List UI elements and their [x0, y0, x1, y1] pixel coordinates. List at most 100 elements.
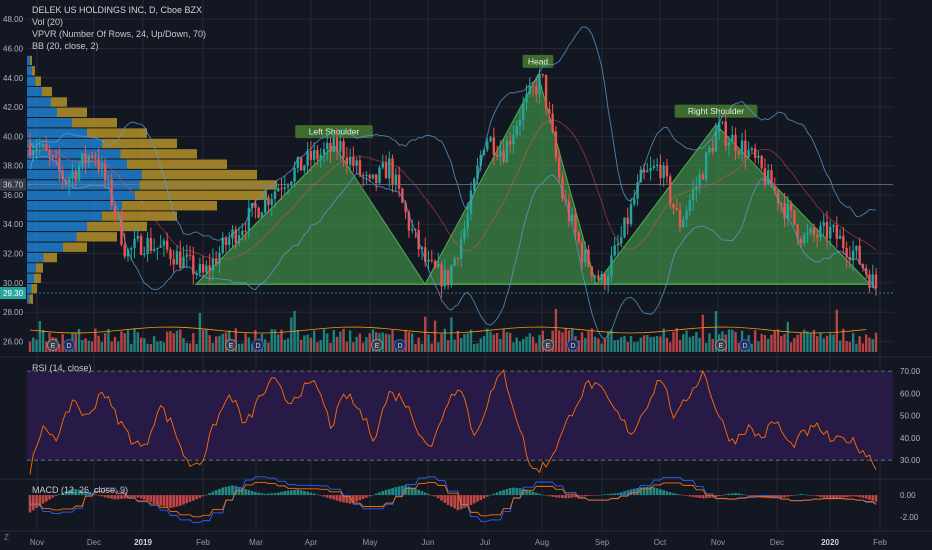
macd-histogram-bar: [842, 495, 845, 498]
macd-histogram-bar: [325, 495, 329, 498]
macd-legend[interactable]: MACD (12, 26, close, 9): [32, 485, 129, 495]
volume-bar: [195, 343, 198, 352]
vp-bar-down: [87, 221, 147, 232]
macd-histogram-bar: [276, 492, 280, 496]
event-marker-circle: [371, 339, 383, 351]
corner-label[interactable]: Z: [4, 533, 9, 542]
macd-histogram-bar: [414, 488, 417, 496]
vp-bar-up: [27, 138, 102, 149]
candle-body: [54, 156, 58, 159]
candle-body: [51, 155, 55, 157]
macd-histogram-bar: [270, 493, 274, 496]
macd-histogram-bar: [619, 492, 623, 496]
rsi-legend[interactable]: RSI (14, close): [32, 363, 92, 373]
volume-bar: [355, 336, 358, 352]
x-tick-label: 2020: [821, 538, 839, 547]
current-price-label: 29.30: [3, 289, 24, 298]
volume-ma: [29, 326, 867, 334]
vp-bar-down: [120, 149, 197, 159]
candle-body: [724, 121, 727, 146]
event-marker: E: [715, 339, 727, 351]
candle-body: [571, 214, 574, 222]
volume-bar: [685, 330, 688, 352]
candle-body: [770, 170, 773, 188]
macd-histogram-bar: [240, 487, 244, 496]
candle-body: [832, 225, 835, 227]
vp-bar-down: [29, 294, 33, 304]
macd-histogram-bar: [201, 495, 205, 497]
macd-histogram-bar: [590, 495, 594, 496]
volume-indicator-label[interactable]: Vol (20): [32, 17, 64, 27]
volume-bar: [348, 330, 352, 352]
macd-histogram-bar: [368, 495, 372, 497]
macd-histogram-bar: [740, 493, 744, 496]
candle-body: [94, 158, 97, 160]
candle-body: [793, 210, 796, 225]
volume-bar: [649, 337, 652, 352]
volume-bar: [848, 341, 852, 352]
candle-body: [440, 263, 443, 287]
candle-body: [450, 265, 453, 284]
candle-body: [704, 152, 708, 180]
candle-body: [260, 212, 264, 218]
chart-title[interactable]: DELEK US HOLDINGS INC, D, Cboe BZX: [32, 5, 203, 15]
volume-bar: [120, 331, 123, 352]
candle-body: [753, 148, 757, 158]
candle-body: [502, 150, 505, 163]
candle-body: [146, 237, 149, 254]
candle-body: [293, 167, 296, 182]
macd-tick-label: -2.00: [900, 513, 919, 522]
volume-bar: [691, 336, 695, 352]
volume-bar: [38, 321, 41, 352]
macd-histogram-bar: [67, 490, 71, 496]
candle-body: [228, 238, 231, 245]
candle-body: [348, 156, 352, 165]
vp-bar-up: [27, 159, 127, 169]
volume-bar: [74, 333, 77, 352]
candle-body: [495, 154, 499, 157]
candle-body: [103, 163, 107, 181]
event-marker: D: [394, 339, 406, 351]
volume-bar: [182, 338, 185, 352]
macd-histogram-bar: [335, 495, 339, 501]
candle-body: [466, 213, 469, 229]
macd-histogram-bar: [139, 495, 143, 499]
macd-histogram-bar: [423, 492, 427, 496]
vpvr-indicator-label[interactable]: VPVR (Number Of Rows, 24, Up/Down, 70): [32, 29, 207, 39]
candle-body: [714, 131, 718, 152]
macd-histogram-bar: [574, 495, 577, 498]
candle-body: [463, 228, 466, 240]
volume-bar: [551, 330, 554, 352]
macd-histogram-bar: [505, 488, 509, 496]
candle-body: [45, 144, 48, 151]
volume-bar: [365, 337, 368, 352]
volume-bar: [87, 340, 90, 352]
macd-histogram-bar: [655, 488, 659, 496]
candle-body: [241, 230, 244, 236]
candle-body: [332, 138, 335, 153]
y-tick-label: 44.00: [3, 74, 24, 83]
vp-bar-down: [102, 138, 177, 149]
volume-bar: [404, 330, 407, 352]
macd-histogram-bar: [133, 495, 136, 498]
candle-body: [273, 191, 277, 199]
macd-histogram-bar: [97, 495, 100, 496]
candle-body: [381, 162, 384, 168]
volume-bar: [123, 333, 126, 352]
volume-bar: [237, 343, 241, 352]
vp-bar-up: [27, 221, 87, 232]
volume-bar: [45, 341, 48, 352]
volume-bar: [440, 333, 443, 352]
macd-histogram-bar: [652, 487, 656, 496]
x-tick-label: 2019: [134, 538, 152, 547]
candle-body: [682, 219, 685, 228]
candle-body: [691, 190, 695, 201]
volume-bar: [773, 330, 776, 352]
candle-body: [626, 217, 629, 224]
volume-bar: [81, 340, 84, 352]
bb-indicator-label[interactable]: BB (20, close, 2): [32, 41, 99, 51]
macd-histogram-bar: [289, 490, 293, 496]
macd-histogram-bar: [864, 495, 868, 499]
candle-body: [319, 154, 322, 160]
